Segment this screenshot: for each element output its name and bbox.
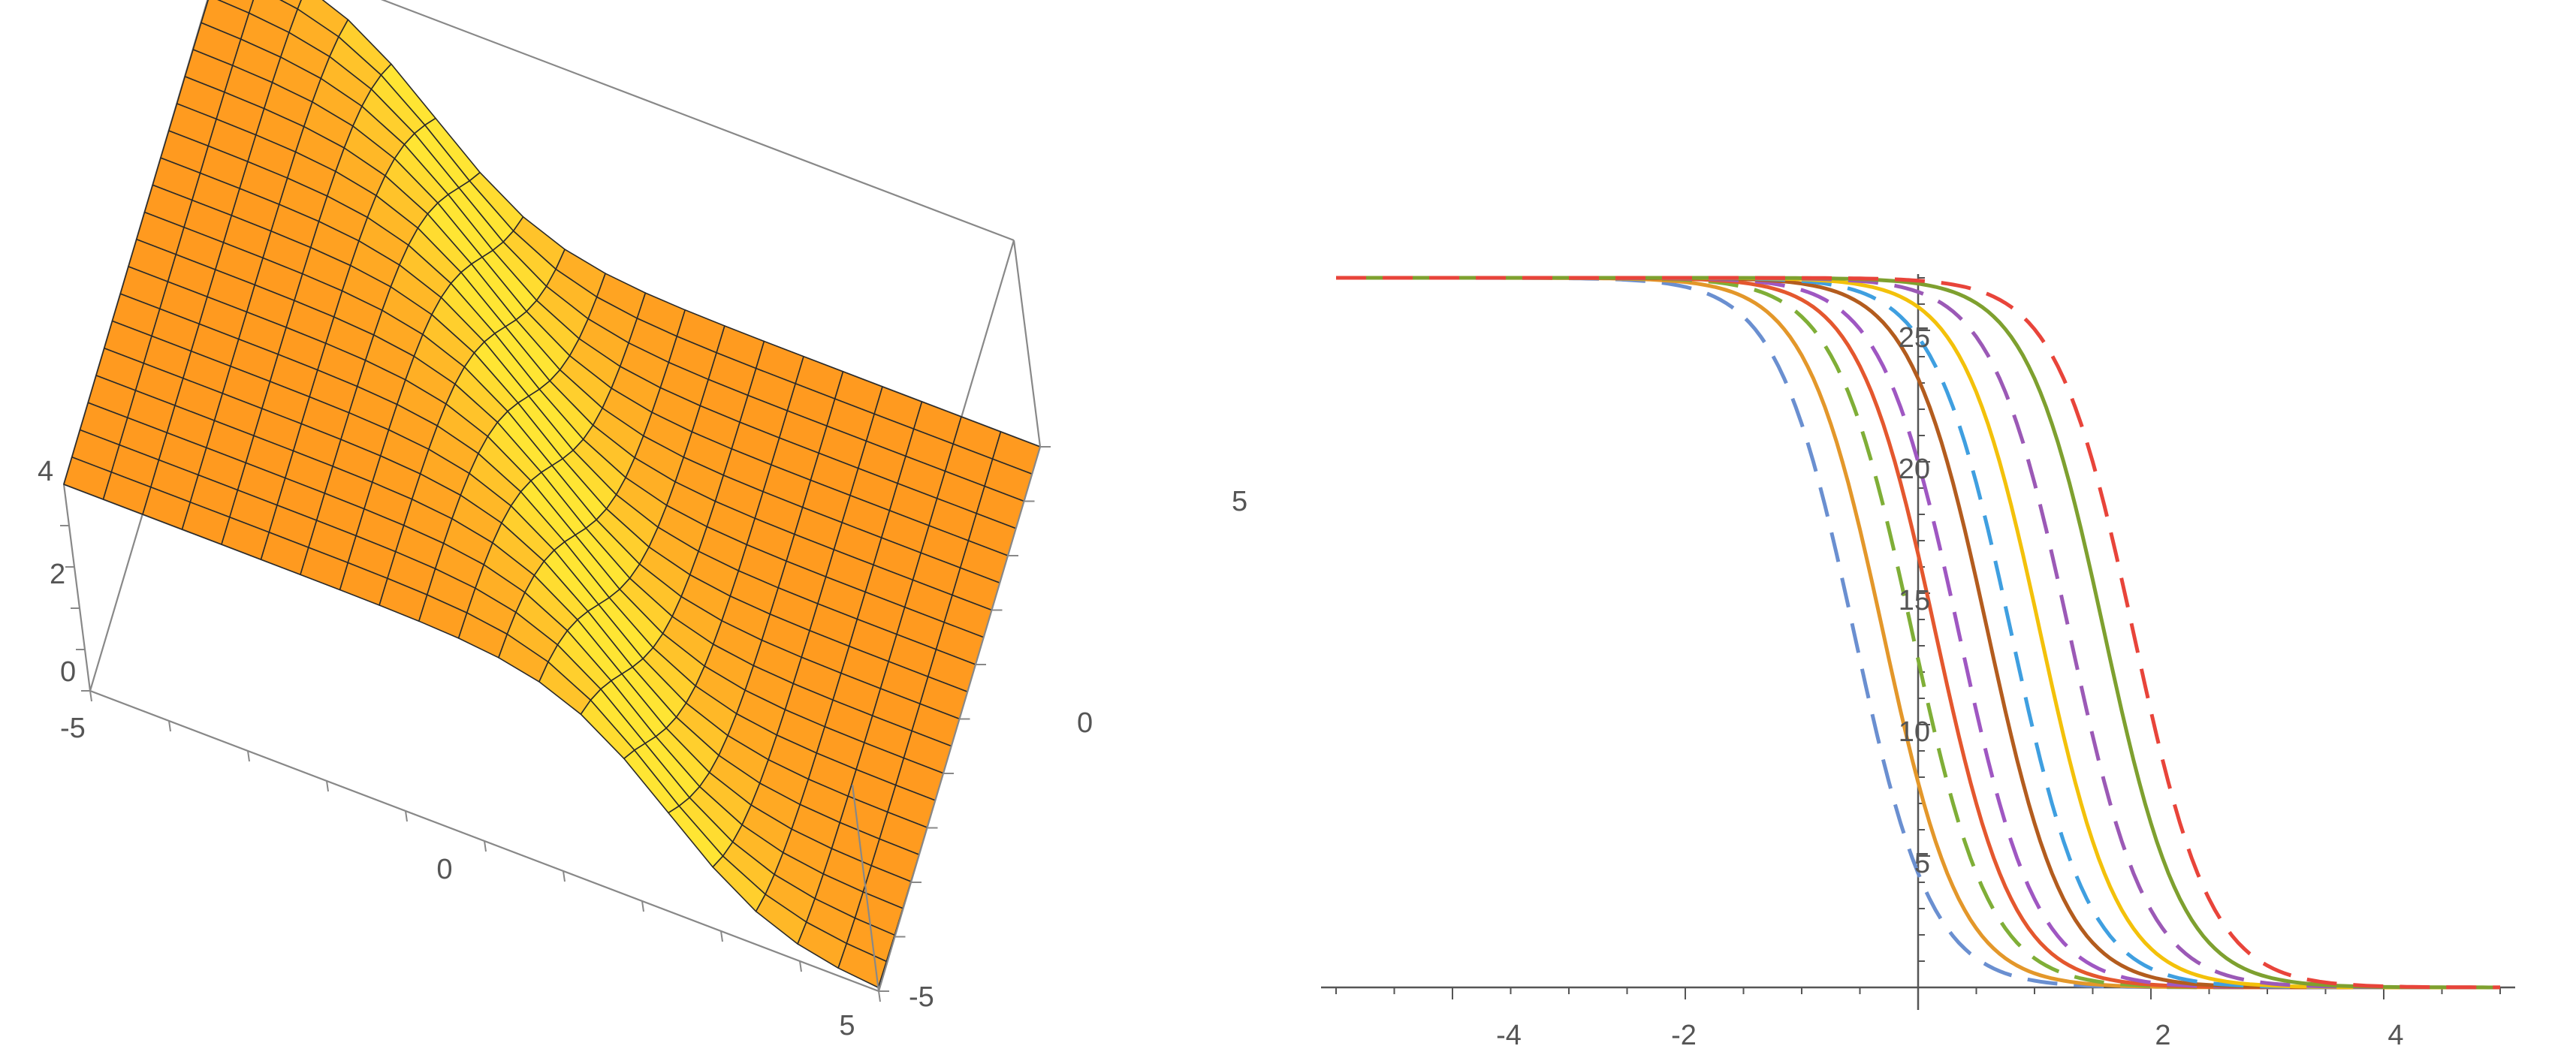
surface-axis-labels: 0 2 4 -5 0 5 5 0 -5 [38, 456, 1247, 1041]
y-tick-label-15: 15 [1899, 585, 1930, 616]
x-axis-tick [563, 870, 566, 882]
x-tick-label-2: 2 [2155, 1020, 2170, 1051]
x-axis-tick [168, 720, 171, 732]
surface-patch [837, 942, 888, 988]
x-axis-tick [641, 900, 644, 912]
x-axis-tick [247, 750, 250, 762]
y-tick-label-25: 25 [1899, 322, 1930, 354]
surface-mesh [63, 0, 1041, 988]
box-edge [62, 484, 92, 692]
x-tick-label-neg4: -4 [1496, 1020, 1522, 1051]
line-chart: -4 -2 2 4 5 10 15 20 25 [1321, 274, 2515, 1051]
x-axis-tick [89, 690, 92, 702]
x-axis-tick [405, 810, 408, 822]
z-tick-label-0: 0 [60, 656, 76, 688]
box-edge [380, 0, 1015, 242]
x-axis-tick [484, 840, 487, 852]
z-tick-label-4: 4 [38, 456, 53, 487]
series-line-10 [1336, 276, 2500, 990]
x-axis-tick [326, 780, 329, 792]
surface-3d-chart: 0 2 4 -5 0 5 5 0 -5 [38, 0, 1247, 1041]
box-edge [851, 784, 880, 992]
y-tick-label-5: 5 [1914, 848, 1930, 879]
x-tick-label-5: 5 [839, 1010, 855, 1041]
x-axis-tick [878, 990, 881, 1002]
x-tick-label-4: 4 [2387, 1020, 2403, 1051]
y-tick-label-10: 10 [1899, 716, 1930, 748]
y-tick-label-20: 20 [1899, 454, 1930, 485]
z-tick-label-2: 2 [50, 559, 65, 590]
x-axis-tick [720, 930, 723, 942]
x-tick-label-neg2: -2 [1671, 1020, 1697, 1051]
line-chart-tick-labels: -4 -2 2 4 5 10 15 20 25 [1496, 322, 2403, 1051]
x-tick-label-neg5: -5 [60, 713, 86, 744]
x-axis-tick [799, 960, 802, 972]
y-tick-label-0: 0 [1077, 707, 1093, 739]
x-tick-label-0: 0 [436, 854, 452, 885]
y-tick-label-5: 5 [1232, 486, 1247, 517]
line-chart-series [1336, 276, 2500, 990]
box-edge [1012, 240, 1042, 448]
line-chart-axes [1321, 274, 2515, 1010]
surface-axis-ticks [60, 446, 1051, 1002]
y-tick-label-neg5: -5 [909, 981, 934, 1013]
